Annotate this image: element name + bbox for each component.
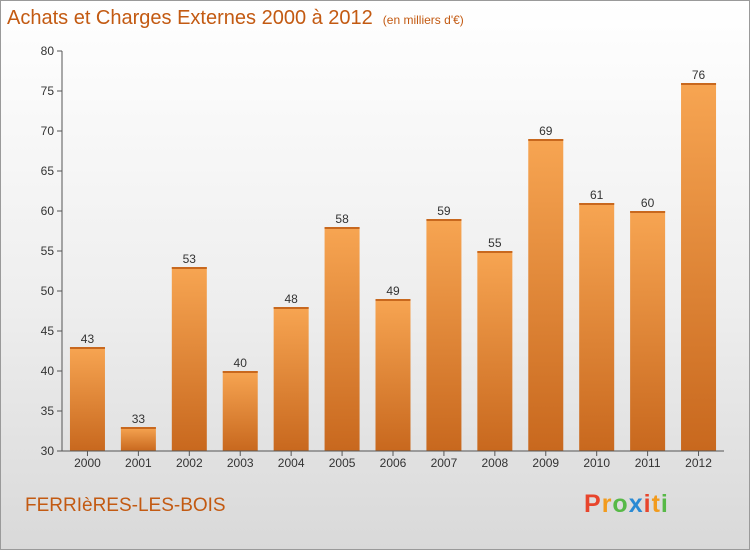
bar-top-edge (69, 347, 105, 349)
bar (528, 139, 564, 451)
bar (171, 267, 207, 451)
bar-top-edge (528, 139, 564, 141)
x-tick-label: 2011 (635, 456, 661, 470)
bar (120, 427, 156, 451)
bar (324, 227, 360, 451)
y-tick-label: 55 (41, 244, 55, 258)
y-tick-label: 65 (41, 164, 55, 178)
logo-letter: x (628, 490, 644, 518)
logo-letter: o (612, 490, 629, 518)
y-tick-label: 30 (41, 444, 55, 458)
bar-value-label: 40 (234, 356, 248, 370)
logo-letter: P (584, 490, 602, 518)
bar (477, 251, 513, 451)
bars-group: 43 33 53 40 48 58 49 59 55 69 61 60 76 (69, 68, 717, 451)
logo-letter: i (660, 490, 669, 518)
proxiti-logo: Proxiti (584, 490, 669, 519)
bar (69, 347, 105, 451)
x-tick-label: 2002 (176, 456, 203, 470)
bar-top-edge (477, 251, 513, 253)
bar-value-label: 48 (284, 292, 298, 306)
bar-top-edge (222, 371, 258, 373)
y-tick-label: 60 (41, 204, 55, 218)
bar-value-label: 43 (81, 332, 95, 346)
bar-top-edge (426, 219, 462, 221)
x-tick-label: 2004 (278, 456, 305, 470)
x-tick-label: 2005 (329, 456, 356, 470)
x-tick-label: 2001 (125, 456, 152, 470)
x-tick-label: 2003 (227, 456, 254, 470)
bar-value-label: 61 (590, 188, 604, 202)
bar (222, 371, 258, 451)
y-tick-label: 80 (41, 44, 55, 58)
y-tick-label: 50 (41, 284, 55, 298)
bar-value-label: 33 (132, 412, 146, 426)
commune-name: FERRIèRES-LES-BOIS (25, 495, 226, 516)
bar-top-edge (120, 427, 156, 429)
bar (273, 307, 309, 451)
chart-title: Achats et Charges Externes 2000 à 2012 (e… (7, 7, 464, 30)
bar-top-edge (579, 203, 615, 205)
x-tick-label: 2010 (583, 456, 610, 470)
bar-value-label: 69 (539, 124, 553, 138)
title-text: Achats et Charges Externes 2000 à 2012 (7, 7, 373, 29)
bar-value-label: 58 (335, 212, 349, 226)
bar (630, 211, 666, 451)
y-tick-label: 70 (41, 124, 55, 138)
bar-top-edge (171, 267, 207, 269)
bar-value-label: 59 (437, 204, 451, 218)
bar-top-edge (630, 211, 666, 213)
bar (681, 83, 717, 451)
bar-value-label: 76 (692, 68, 706, 82)
bar-top-edge (375, 299, 411, 301)
bar-value-label: 53 (183, 252, 197, 266)
x-tick-label: 2009 (532, 456, 559, 470)
logo-letter: t (651, 490, 661, 518)
logo-letter: i (643, 490, 652, 518)
x-tick-label: 2007 (431, 456, 458, 470)
x-tick-label: 2000 (74, 456, 101, 470)
y-tick-label: 75 (41, 84, 55, 98)
bar-top-edge (324, 227, 360, 229)
x-tick-label: 2008 (481, 456, 508, 470)
bar (375, 299, 411, 451)
title-unit: (en milliers d'€) (382, 13, 464, 27)
y-tick-label: 35 (41, 404, 55, 418)
bar-value-label: 60 (641, 196, 655, 210)
bar (579, 203, 615, 451)
bar-top-edge (681, 83, 717, 85)
y-tick-label: 45 (41, 324, 55, 338)
logo-letter: r (601, 490, 613, 518)
bar (426, 219, 462, 451)
bar-value-label: 55 (488, 236, 502, 250)
x-tick-label: 2012 (685, 456, 712, 470)
axes-group: 30 35 40 45 50 55 60 65 70 75 80 2000 2001 2002 2003 20… (41, 44, 724, 470)
bar-top-edge (273, 307, 309, 309)
bar-value-label: 49 (386, 284, 400, 298)
x-tick-label: 2006 (380, 456, 407, 470)
y-tick-label: 40 (41, 364, 55, 378)
